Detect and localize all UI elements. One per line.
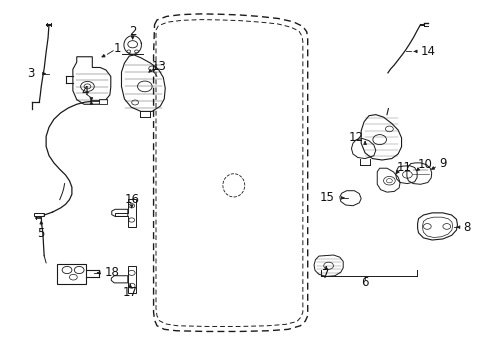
Text: 5: 5 — [38, 227, 45, 240]
Bar — [57, 264, 85, 284]
Text: 1: 1 — [113, 42, 121, 55]
Text: 8: 8 — [462, 221, 470, 234]
Text: 14: 14 — [420, 45, 435, 58]
Text: 11: 11 — [396, 161, 410, 174]
Text: 6: 6 — [361, 276, 368, 289]
Text: 3: 3 — [27, 67, 34, 80]
Text: 18: 18 — [104, 266, 119, 279]
Bar — [99, 99, 107, 104]
Text: 15: 15 — [319, 192, 334, 204]
Text: 16: 16 — [124, 193, 139, 206]
Text: 17: 17 — [122, 286, 138, 299]
Text: 9: 9 — [438, 157, 446, 170]
Text: 12: 12 — [348, 131, 363, 144]
Text: 2: 2 — [129, 25, 136, 38]
Text: 7: 7 — [322, 268, 329, 281]
Text: 10: 10 — [417, 158, 432, 171]
Text: 4: 4 — [81, 85, 89, 98]
Text: 13: 13 — [152, 60, 166, 73]
